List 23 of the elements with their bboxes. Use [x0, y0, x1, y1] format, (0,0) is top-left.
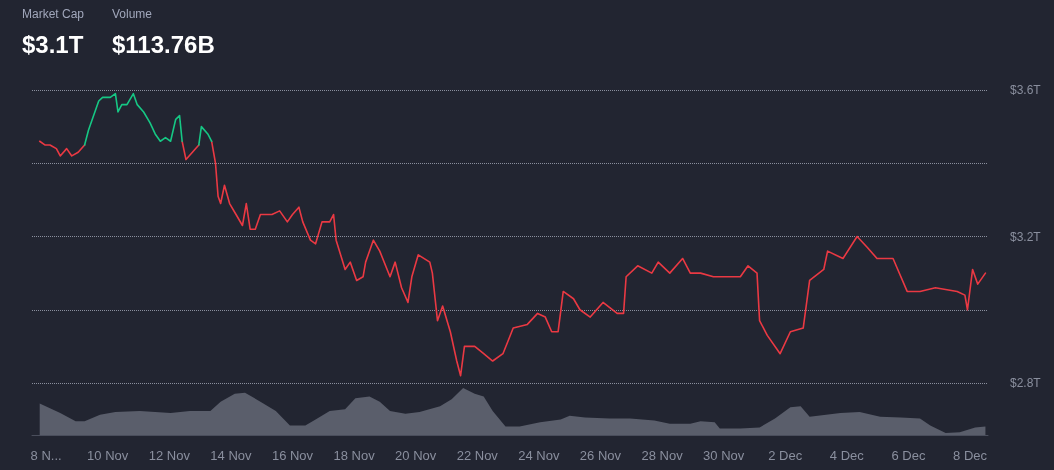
y-tick-label: $3.6T: [1010, 83, 1042, 97]
x-tick-label: 20 Nov: [395, 448, 437, 463]
x-tick-label: 24 Nov: [518, 448, 560, 463]
x-tick-label: 8 N...: [30, 448, 62, 463]
y-tick-label: $3.2T: [1010, 229, 1042, 244]
text: $3.1T: [22, 30, 84, 58]
x-tick-label: 26 Nov: [579, 448, 622, 463]
x-tick-label: 30 Nov: [703, 448, 745, 463]
x-tick-label: 12 Nov: [148, 448, 191, 463]
text: Market Cap: [22, 7, 85, 21]
x-tick-label: 18 Nov: [333, 448, 376, 463]
x-tick-label: 6 Dec: [891, 448, 926, 463]
x-tick-label: 16 Nov: [271, 448, 314, 463]
x-tick-label: 8 Dec: [953, 448, 988, 463]
text: Volume: [112, 7, 153, 21]
text: $113.76B: [112, 30, 215, 58]
y-tick-label: $2.8T: [1010, 376, 1042, 390]
x-tick-label: 10 Nov: [87, 448, 129, 463]
x-tick-label: 14 Nov: [210, 448, 252, 463]
x-tick-label: 2 Dec: [768, 448, 803, 463]
x-tick-label: 28 Nov: [641, 448, 684, 463]
x-tick-label: 4 Dec: [829, 448, 865, 463]
x-tick-label: 22 Nov: [456, 448, 499, 463]
